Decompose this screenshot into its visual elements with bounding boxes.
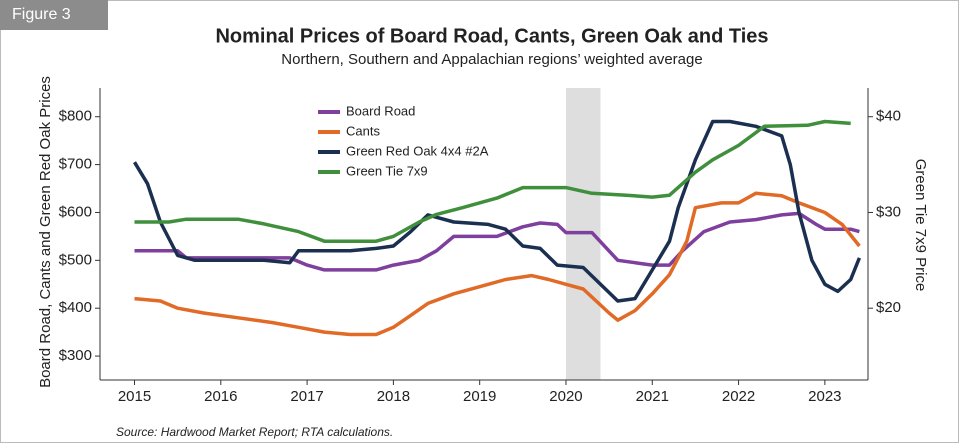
y2-tick-label: $20 [876,299,901,316]
series-line [133,119,862,303]
y-tick-label: $800 [59,108,92,125]
x-tick-label: 2015 [118,388,151,405]
x-tick-label: 2016 [204,388,237,405]
y-axis-label: Board Road, Cants and Green Red Oak Pric… [37,76,54,388]
y-tick-label: $400 [59,299,92,316]
series-line [134,191,861,337]
chart-title: Nominal Prices of Board Road, Cants, Gre… [215,25,768,47]
figure-label-box [0,0,108,30]
y-tick-label: $700 [59,156,92,173]
chart-subtitle: Northern, Southern and Appalachian regio… [281,51,702,68]
x-tick-label: 2023 [808,388,841,405]
y2-tick-label: $40 [876,108,901,125]
y2-tick-label: $30 [876,203,901,220]
legend-label: Green Tie 7x9 [346,163,428,178]
legend-label: Cants [346,123,380,138]
y-tick-label: $600 [59,203,92,220]
series-line [134,119,851,243]
legend-label: Green Red Oak 4x4 #2A [346,143,489,158]
figure-label: Figure 3 [12,6,71,23]
x-tick-label: 2020 [549,388,582,405]
source-note: Source: Hardwood Market Report; RTA calc… [116,425,393,439]
y-tick-label: $300 [59,347,92,364]
x-tick-label: 2021 [636,388,669,405]
series-line [134,211,860,272]
x-tick-label: 2022 [722,388,755,405]
x-tick-label: 2019 [463,388,496,405]
y-tick-label: $500 [59,251,92,268]
x-tick-label: 2017 [290,388,323,405]
y2-axis-label: Green Tie 7x9 Price [912,159,929,292]
legend-label: Board Road [346,103,415,118]
x-tick-label: 2018 [377,388,410,405]
